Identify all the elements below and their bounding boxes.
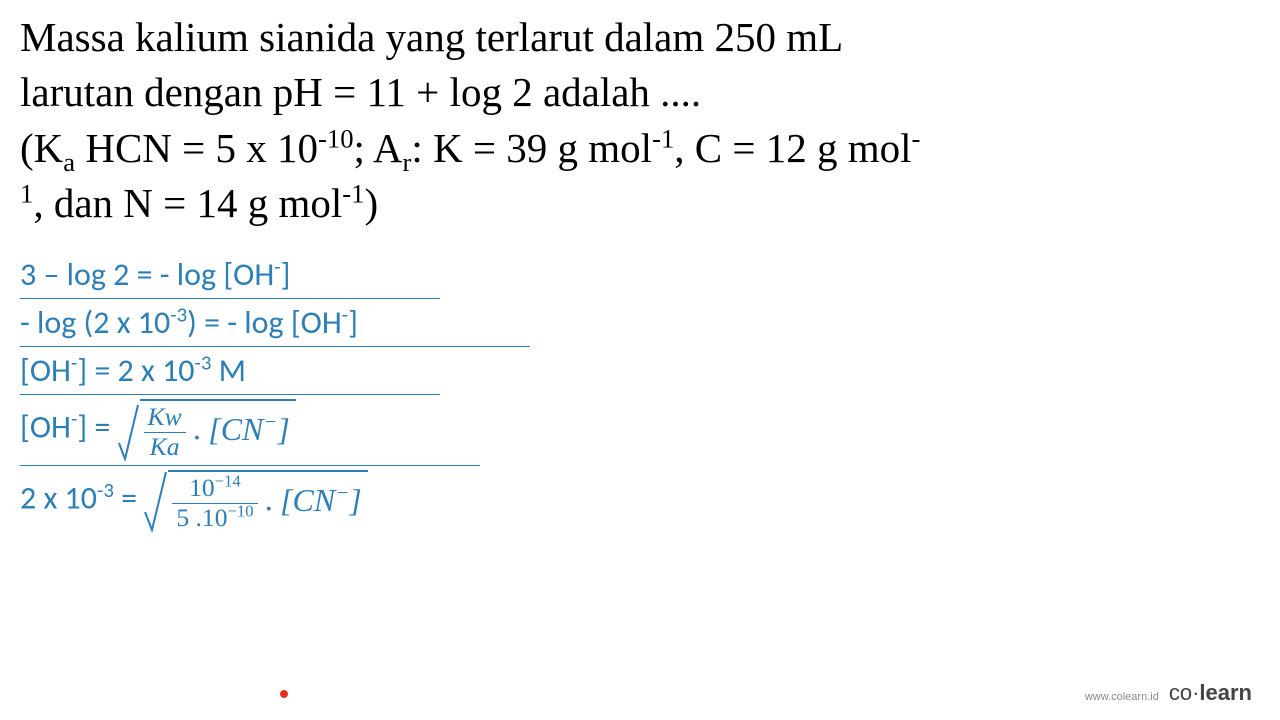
radical-icon xyxy=(144,470,168,532)
exponent: -3 xyxy=(170,302,187,328)
text: CN xyxy=(293,482,336,518)
step-text: [OH-] = Kw Ka . [CN−] xyxy=(20,395,480,465)
text: ] xyxy=(281,255,291,294)
text: ] xyxy=(277,411,289,447)
text: CN xyxy=(221,411,264,447)
text: : K = 39 g mol xyxy=(411,125,652,171)
problem-line-2: larutan dengan pH = 11 + log 2 adalah ..… xyxy=(20,65,1260,120)
text: 2 x 10 xyxy=(20,478,97,517)
step-text: - log (2 x 10-3) = - log [OH-] xyxy=(20,299,530,347)
square-root: Kw Ka . [CN−] xyxy=(118,399,296,460)
concentration-bracket: [CN−] xyxy=(208,411,290,447)
text: Massa kalium sianida yang terlarut dalam… xyxy=(20,14,843,60)
exponent: −10 xyxy=(228,501,254,520)
solution-row-1: 3 – log 2 = - log [OH-] xyxy=(20,251,1260,299)
cursor-dot-icon xyxy=(280,690,288,698)
fraction: 10−14 5 .10−10 xyxy=(172,474,257,531)
radicand: 10−14 5 .10−10 . [CN−] xyxy=(168,470,367,531)
exponent: − xyxy=(335,481,349,504)
footer-url: www.colearn.id xyxy=(1085,691,1159,703)
text: , dan N = 14 g mol xyxy=(33,180,342,226)
problem-line-4: 1, dan N = 14 g mol-1) xyxy=(20,176,1260,231)
text: 5 .10 xyxy=(176,503,227,532)
text: ; A xyxy=(354,125,403,171)
radical-icon xyxy=(118,403,140,461)
text: = xyxy=(114,478,144,517)
square-root: 10−14 5 .10−10 . [CN−] xyxy=(144,470,367,532)
step-text: 3 – log 2 = - log [OH-] xyxy=(20,251,440,299)
logo-part-learn: learn xyxy=(1199,680,1252,705)
text: ] = xyxy=(77,408,117,447)
text: larutan dengan pH = 11 + log 2 adalah ..… xyxy=(20,69,701,115)
exponent: -3 xyxy=(97,477,114,503)
exponent: −14 xyxy=(215,472,241,491)
exponent: -10 xyxy=(318,123,354,153)
solution-row-2: - log (2 x 10-3) = - log [OH-] xyxy=(20,299,1260,347)
text: HCN = 5 x 10 xyxy=(75,125,318,171)
solution-row-4: [OH-] = Kw Ka . [CN−] xyxy=(20,395,1260,465)
step-text: [OH-] = 2 x 10-3 M xyxy=(20,347,440,395)
text: ) = - log [OH xyxy=(187,303,342,342)
exponent: -1 xyxy=(342,178,364,208)
numerator: Kw xyxy=(144,403,186,432)
exponent: -1 xyxy=(652,123,674,153)
footer: www.colearn.id co·learn xyxy=(1085,680,1252,706)
text: 3 – log 2 = - log [OH xyxy=(20,255,274,294)
brand-logo: co·learn xyxy=(1169,680,1252,706)
text: 10 xyxy=(189,473,215,502)
text: ] xyxy=(349,482,361,518)
text: M xyxy=(211,351,246,390)
text: (K xyxy=(20,125,63,171)
dot: . xyxy=(186,410,209,449)
radicand: Kw Ka . [CN−] xyxy=(140,399,296,460)
text: ] = 2 x 10 xyxy=(77,351,194,390)
exponent: - xyxy=(912,123,921,153)
exponent: 1 xyxy=(20,178,33,208)
denominator: 5 .10−10 xyxy=(172,504,257,532)
text: [OH xyxy=(20,351,71,390)
step-text: 2 x 10-3 = 10−14 5 .10−10 . [CN−] xyxy=(20,466,500,536)
logo-part-co: co xyxy=(1169,680,1192,705)
solution-steps: 3 – log 2 = - log [OH-] - log (2 x 10-3)… xyxy=(0,231,1280,535)
text: [ xyxy=(280,482,292,518)
text: ] xyxy=(348,303,358,342)
text: ) xyxy=(365,180,379,226)
dot: . xyxy=(258,481,281,520)
text: - log (2 x 10 xyxy=(20,303,170,342)
text: [OH xyxy=(20,408,71,447)
problem-line-3: (Ka HCN = 5 x 10-10; Ar: K = 39 g mol-1,… xyxy=(20,121,1260,176)
numerator: 10−14 xyxy=(172,474,257,503)
solution-row-5: 2 x 10-3 = 10−14 5 .10−10 . [CN−] xyxy=(20,466,1260,536)
concentration-bracket: [CN−] xyxy=(280,482,362,518)
text: , C = 12 g mol xyxy=(674,125,911,171)
text: [ xyxy=(208,411,220,447)
problem-line-1: Massa kalium sianida yang terlarut dalam… xyxy=(20,10,1260,65)
solution-row-3: [OH-] = 2 x 10-3 M xyxy=(20,347,1260,395)
fraction: Kw Ka xyxy=(144,403,186,460)
exponent: − xyxy=(263,410,277,433)
denominator: Ka xyxy=(144,433,186,461)
problem-statement: Massa kalium sianida yang terlarut dalam… xyxy=(0,0,1280,231)
exponent: -3 xyxy=(195,350,212,376)
subscript-a: a xyxy=(63,147,75,177)
